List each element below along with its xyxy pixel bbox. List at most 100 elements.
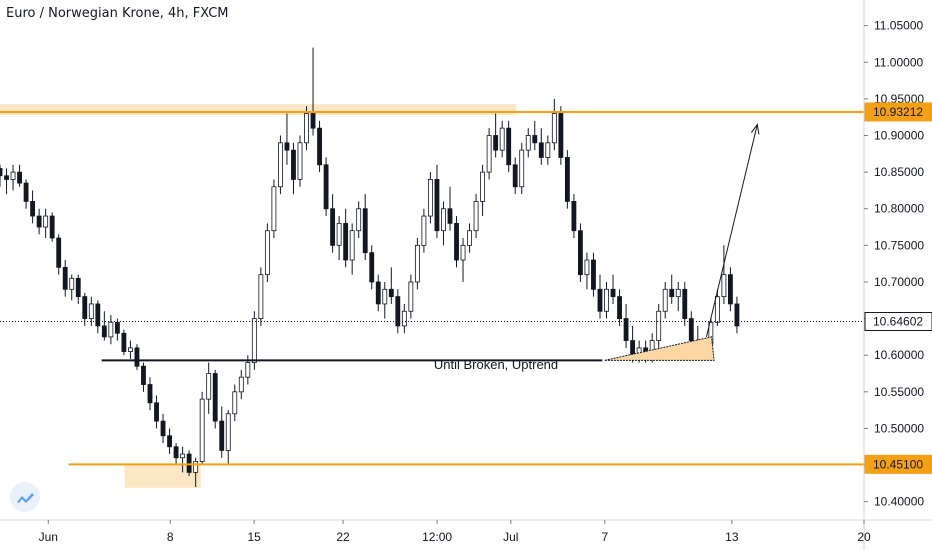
candle-body xyxy=(447,208,453,224)
price-tick-label: 10.40000 xyxy=(874,495,924,509)
candle-body xyxy=(258,274,264,319)
candle-body xyxy=(571,201,577,232)
candle-body xyxy=(401,310,407,327)
candle-body xyxy=(30,201,36,217)
candle-body xyxy=(75,277,81,298)
candle-body xyxy=(225,413,231,451)
candle-body xyxy=(525,135,531,151)
candle-body xyxy=(669,288,675,298)
candle-body xyxy=(545,142,551,158)
candle-body xyxy=(630,340,636,356)
candle-body xyxy=(688,318,694,341)
candle-body xyxy=(349,230,355,261)
candle-body xyxy=(101,325,107,338)
projection-arrow xyxy=(705,124,758,338)
candle-body xyxy=(408,281,414,312)
candle-body xyxy=(284,142,290,151)
price-tick-label: 10.75000 xyxy=(874,238,924,252)
zones-layer xyxy=(0,104,516,488)
candle-body xyxy=(421,215,427,246)
candle-body xyxy=(36,215,42,228)
time-tick-label: 15 xyxy=(247,530,261,544)
candle-body xyxy=(467,230,472,246)
candle-body xyxy=(388,288,394,298)
candle-body xyxy=(278,142,283,188)
tradingview-logo-icon xyxy=(10,482,40,512)
time-tick-label: 12:00 xyxy=(422,530,452,544)
candle-body xyxy=(617,296,622,319)
candle-body xyxy=(597,288,603,312)
candle-body xyxy=(343,222,349,261)
ascending-triangle xyxy=(604,336,715,361)
candle-body xyxy=(10,171,16,180)
candle-body xyxy=(336,222,342,246)
price-label: 10.64602 xyxy=(873,315,923,329)
candle-body xyxy=(727,274,733,305)
candle-body xyxy=(304,113,309,144)
candle-body xyxy=(232,391,238,415)
candle-body xyxy=(395,296,401,327)
time-tick-label: 8 xyxy=(167,530,174,544)
candle-body xyxy=(578,230,583,276)
price-label-box xyxy=(864,312,932,332)
candle-body xyxy=(375,281,381,305)
chart-title: Euro / Norwegian Krone, 4h, FXCM xyxy=(6,6,229,21)
candle-body xyxy=(486,135,492,173)
arrow-head xyxy=(750,123,760,135)
candle-body xyxy=(88,303,94,319)
candle-body xyxy=(499,127,505,151)
price-tick-label: 10.90000 xyxy=(874,128,924,142)
candle-body xyxy=(414,244,420,283)
candle-body xyxy=(519,149,525,188)
candle-body xyxy=(82,296,88,319)
candle-body xyxy=(656,310,662,341)
candle-body xyxy=(108,321,114,338)
candle-body xyxy=(714,296,720,323)
candle-body xyxy=(128,347,133,352)
candle-body xyxy=(564,157,570,202)
candle-body xyxy=(206,373,212,400)
candle-body xyxy=(610,288,616,298)
price-tick-label: 10.60000 xyxy=(874,348,924,362)
candle-body xyxy=(434,179,440,232)
candle-body xyxy=(173,446,179,459)
price-tick-label: 11.00000 xyxy=(874,55,923,69)
candle-body xyxy=(180,453,186,459)
candle-body xyxy=(584,259,590,276)
candle-body xyxy=(551,113,557,144)
price-tick-label: 10.85000 xyxy=(874,165,924,179)
candle-body xyxy=(532,135,538,144)
time-tick-label: 13 xyxy=(725,530,739,544)
candle-body xyxy=(95,303,101,327)
candle-body xyxy=(734,303,740,327)
resistance-zone xyxy=(0,104,516,115)
candle-body xyxy=(69,277,75,290)
candle-body xyxy=(219,420,225,451)
candle-body xyxy=(493,135,499,151)
candle-body xyxy=(512,164,518,188)
levels-layer xyxy=(0,110,864,466)
candle-body xyxy=(291,149,296,180)
neckline-annotation: Until Broken, Uptrend xyxy=(434,357,558,372)
candle-body xyxy=(245,362,251,378)
candle-body xyxy=(193,461,199,473)
candle-body xyxy=(186,453,192,473)
candle-body xyxy=(428,179,433,217)
candle-body xyxy=(323,164,329,210)
price-label-box xyxy=(864,102,932,122)
candle-body xyxy=(271,186,277,232)
candle-body xyxy=(4,175,9,180)
candle-body xyxy=(604,288,609,312)
candle-body xyxy=(682,288,688,319)
candle-body xyxy=(538,142,544,158)
candle-body xyxy=(62,266,68,290)
time-tick-label: Jul xyxy=(503,530,518,544)
candle-body xyxy=(43,215,49,228)
time-tick-label: 22 xyxy=(336,530,350,544)
candle-body xyxy=(141,365,146,385)
candle-body xyxy=(441,208,446,232)
support-zone xyxy=(124,464,201,488)
candle-body xyxy=(473,201,479,232)
